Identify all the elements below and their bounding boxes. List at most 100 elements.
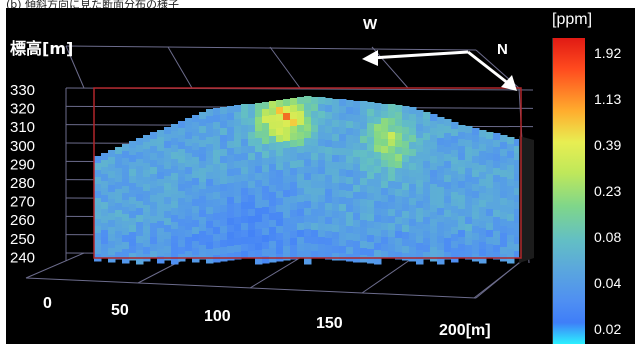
heatmap-cell	[297, 97, 305, 105]
heatmap-cell	[367, 158, 375, 166]
heatmap-cell	[479, 165, 487, 173]
heatmap-cell	[374, 145, 382, 153]
heatmap-cell	[374, 124, 382, 132]
heatmap-cell	[157, 221, 165, 229]
heatmap-cell	[129, 211, 137, 219]
heatmap-cell	[458, 153, 466, 161]
heatmap-cell	[360, 199, 368, 207]
heatmap-cell	[388, 188, 396, 196]
heatmap-cell	[465, 238, 473, 246]
heatmap-cell	[395, 182, 403, 190]
heatmap-cell	[220, 212, 228, 220]
heatmap-cell	[185, 209, 193, 217]
heatmap-cell	[311, 209, 319, 217]
heatmap-cell	[108, 171, 116, 179]
heatmap-cell	[360, 178, 368, 186]
heatmap-cell	[192, 171, 200, 179]
heatmap-cell	[381, 237, 389, 245]
heatmap-cell	[381, 139, 389, 147]
heatmap-cell	[234, 168, 242, 176]
heatmap-cell	[388, 195, 396, 203]
heatmap-cell	[220, 142, 228, 150]
heatmap-cell	[374, 243, 382, 251]
heatmap-cell	[311, 216, 319, 224]
heatmap-cell	[458, 146, 466, 154]
heatmap-cell	[332, 190, 340, 198]
heatmap-cell	[374, 257, 382, 265]
heatmap-cell	[437, 138, 445, 146]
heatmap-cell	[199, 203, 207, 211]
heatmap-cell	[430, 184, 438, 192]
heatmap-cell	[269, 241, 277, 249]
heatmap-cell	[178, 121, 186, 129]
heatmap-cell	[430, 205, 438, 213]
heatmap-cell	[115, 189, 123, 197]
heatmap-cell	[206, 130, 214, 138]
heatmap-cell	[255, 194, 263, 202]
heatmap-cell	[423, 203, 431, 211]
heatmap-cell	[381, 251, 389, 259]
heatmap-cell	[353, 248, 361, 256]
heatmap-cell	[465, 196, 473, 204]
heatmap-cell	[192, 122, 200, 130]
heatmap-cell	[514, 181, 522, 189]
arrow-north-head	[501, 75, 517, 91]
heatmap-cell	[430, 170, 438, 178]
heatmap-cell	[311, 174, 319, 182]
heatmap-cell	[311, 251, 319, 259]
heatmap-cell	[143, 135, 151, 143]
heatmap-cell	[451, 171, 459, 179]
heatmap-cell	[507, 137, 515, 145]
heatmap-cell	[115, 217, 123, 225]
heatmap-cell	[297, 146, 305, 154]
heatmap-cell	[213, 206, 221, 214]
heatmap-cell	[101, 174, 109, 182]
heatmap-cell	[185, 195, 193, 203]
heatmap-cell	[486, 251, 494, 259]
heatmap-cell	[507, 256, 515, 264]
heatmap-cell	[409, 205, 417, 213]
heatmap-cell	[479, 130, 487, 138]
heatmap-cell	[416, 208, 424, 216]
heatmap-section	[94, 96, 534, 265]
heatmap-cell	[213, 192, 221, 200]
heatmap-cell	[311, 188, 319, 196]
heatmap-cell	[514, 146, 522, 154]
heatmap-cell	[129, 141, 137, 149]
heatmap-cell	[381, 146, 389, 154]
heatmap-cell	[297, 139, 305, 147]
heatmap-cell	[416, 159, 424, 167]
heatmap-cell	[269, 129, 277, 137]
heatmap-cell	[381, 230, 389, 238]
heatmap-cell	[157, 179, 165, 187]
heatmap-cell	[269, 171, 277, 179]
heatmap-cell	[269, 136, 277, 144]
heatmap-cell	[339, 134, 347, 142]
heatmap-cell	[248, 230, 256, 238]
heatmap-cell	[234, 119, 242, 127]
heatmap-cell	[353, 150, 361, 158]
heatmap-cell	[157, 228, 165, 236]
heatmap-cell	[325, 217, 333, 225]
heatmap-cell	[465, 133, 473, 141]
heatmap-cell	[332, 155, 340, 163]
heatmap-cell	[514, 174, 522, 182]
heatmap-cell	[437, 215, 445, 223]
heatmap-cell	[430, 135, 438, 143]
heatmap-cell	[283, 127, 291, 135]
heatmap-cell	[297, 209, 305, 217]
heatmap-cell	[164, 141, 172, 149]
heatmap-cell	[479, 158, 487, 166]
heatmap-cell	[276, 170, 284, 178]
heatmap-cell	[416, 215, 424, 223]
heatmap-cell	[486, 160, 494, 168]
heatmap-cell	[339, 176, 347, 184]
heatmap-cell	[479, 207, 487, 215]
heatmap-cell	[318, 188, 326, 196]
heatmap-cell	[143, 205, 151, 213]
colorbar-tick-label: 0.02	[594, 321, 622, 337]
heatmap-cell	[220, 219, 228, 227]
heatmap-cell	[115, 147, 123, 155]
heatmap-cell	[94, 205, 102, 213]
heatmap-cell	[493, 252, 501, 260]
